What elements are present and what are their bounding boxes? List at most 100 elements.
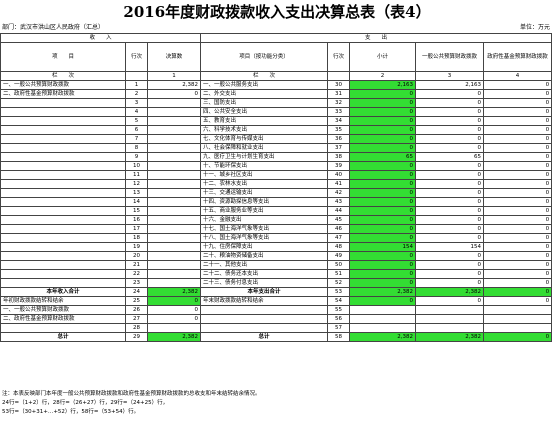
income-value (146, 197, 202, 207)
col-num-2: 2 (349, 71, 417, 81)
expense-total-subtotal: 2,382 (349, 287, 417, 297)
income-item (0, 98, 126, 108)
expense-subtotal: 0 (349, 98, 417, 108)
sub-value (146, 323, 202, 333)
expense-item: 三、国防支出 (200, 98, 329, 108)
expense-general: 0 (415, 206, 485, 216)
expense-item: 十五、商业服务业等支出 (200, 206, 329, 216)
col-item: 项 目 (0, 42, 126, 72)
budget-table: 收 入 支 出 项 目 行次 决算数 项目（按功能分类） 行次 小计 一般公共预… (0, 33, 553, 342)
income-value: 0 (146, 89, 202, 99)
income-value (146, 188, 202, 198)
income-item (0, 215, 126, 225)
expense-fund: 0 (483, 278, 553, 288)
colspan-label-right: 栏 次 (200, 71, 329, 81)
table-row: 15 十五、商业服务业等支出 44 0 0 0 (0, 206, 553, 216)
expense-subtotal: 0 (349, 206, 417, 216)
grand-total-subtotal: 2,382 (349, 332, 417, 342)
grand-total-label-right: 总计 (200, 332, 329, 342)
income-total-label: 本年收入合计 (0, 287, 126, 297)
sub-seq: 28 (125, 323, 148, 333)
income-seq: 6 (125, 125, 148, 135)
expense-seq: 55 (327, 305, 351, 315)
income-item (0, 170, 126, 180)
grand-total-fund: 0 (483, 332, 553, 342)
expense-item: 十七、国土海洋气象等支出 (200, 224, 329, 234)
expense-item: 二十二、债务还本支出 (200, 269, 329, 279)
expense-blank (483, 323, 553, 333)
income-total-value: 2,382 (146, 287, 202, 297)
expense-blank (200, 305, 329, 315)
table-row: 7 七、文化体育与传媒支出 36 0 0 0 (0, 134, 553, 144)
expense-fund: 0 (483, 125, 553, 135)
expense-fund: 0 (483, 215, 553, 225)
expense-subtotal: 0 (349, 107, 417, 117)
income-item: 二、政府性基金预算财政拨款 (0, 89, 126, 99)
expense-fund: 0 (483, 224, 553, 234)
income-item (0, 278, 126, 288)
grand-total-label: 总计 (0, 332, 126, 342)
expense-seq: 39 (327, 161, 351, 171)
expense-seq: 41 (327, 179, 351, 189)
expense-item: 十二、农林水支出 (200, 179, 329, 189)
table-row: 17 十七、国土海洋气象等支出 46 0 0 0 (0, 224, 553, 234)
expense-fund: 0 (483, 89, 553, 99)
carry-out-seq: 54 (327, 296, 351, 306)
income-seq: 3 (125, 98, 148, 108)
expense-subtotal: 65 (349, 152, 417, 162)
expense-item: 十三、交通运输支出 (200, 188, 329, 198)
expense-seq: 45 (327, 215, 351, 225)
income-item (0, 107, 126, 117)
expense-subtotal: 0 (349, 170, 417, 180)
expense-subtotal: 0 (349, 197, 417, 207)
expense-general: 0 (415, 161, 485, 171)
income-value (146, 206, 202, 216)
income-value (146, 170, 202, 180)
expense-blank (483, 314, 553, 324)
expense-item: 八、社会保障和就业支出 (200, 143, 329, 153)
col-item-func: 项目（按功能分类） (200, 42, 329, 72)
income-seq: 4 (125, 107, 148, 117)
expense-item: 一、一般公共服务支出 (200, 80, 329, 90)
expense-general: 0 (415, 125, 485, 135)
income-value (146, 116, 202, 126)
expense-blank (349, 314, 417, 324)
table-row: 二、政府性基金预算财政拨款 27 0 56 (0, 314, 553, 324)
grand-total-seq-right: 58 (327, 332, 351, 342)
income-value (146, 161, 202, 171)
income-value (146, 143, 202, 153)
col-num-4: 4 (483, 71, 553, 81)
income-item (0, 152, 126, 162)
expense-blank (483, 305, 553, 315)
expense-subtotal: 0 (349, 179, 417, 189)
table-row: 二、政府性基金预算财政拨款 2 0 二、外交支出 31 0 0 0 (0, 89, 553, 99)
expense-general: 0 (415, 269, 485, 279)
col-seq-right: 行次 (327, 42, 351, 72)
expense-seq: 52 (327, 278, 351, 288)
expense-general: 0 (415, 170, 485, 180)
expense-item: 十、节能环保支出 (200, 161, 329, 171)
table-row: 4 四、公共安全支出 33 0 0 0 (0, 107, 553, 117)
table-row: 5 五、教育支出 34 0 0 0 (0, 116, 553, 126)
income-item (0, 251, 126, 261)
table-row: 12 十二、农林水支出 41 0 0 0 (0, 179, 553, 189)
expense-item: 二十、粮油物资储备支出 (200, 251, 329, 261)
sub-value: 0 (146, 305, 202, 315)
carry-in-value: 0 (146, 296, 202, 306)
expense-subtotal: 0 (349, 116, 417, 126)
expense-blank (415, 305, 485, 315)
col-num-1: 1 (146, 71, 202, 81)
expense-seq: 36 (327, 134, 351, 144)
expense-header: 支 出 (200, 33, 553, 43)
expense-item: 二、外交支出 (200, 89, 329, 99)
income-item (0, 161, 126, 171)
expense-seq: 48 (327, 242, 351, 252)
expense-subtotal: 0 (349, 224, 417, 234)
expense-general: 0 (415, 215, 485, 225)
income-seq: 22 (125, 269, 148, 279)
table-row: 20 二十、粮油物资储备支出 49 0 0 0 (0, 251, 553, 261)
expense-seq: 44 (327, 206, 351, 216)
expense-fund: 0 (483, 134, 553, 144)
expense-item: 二十一、其他支出 (200, 260, 329, 270)
expense-seq: 33 (327, 107, 351, 117)
